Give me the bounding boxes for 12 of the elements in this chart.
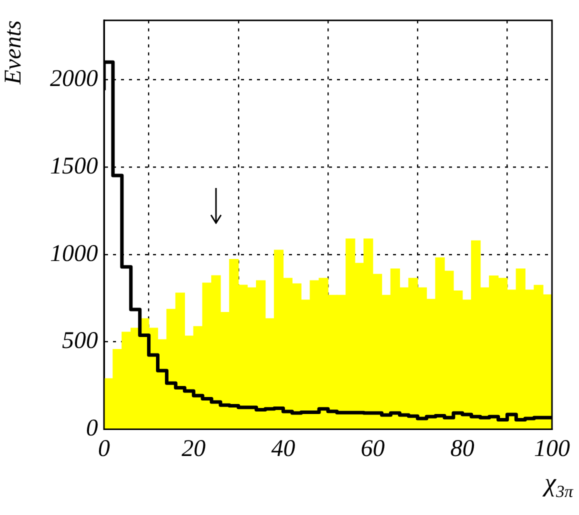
y-axis-title: Events (0, 20, 27, 86)
x-tick-label: 80 (450, 436, 474, 462)
y-tick-label: 500 (62, 328, 98, 354)
x-tick-label: 100 (534, 436, 570, 462)
x-tick-label: 40 (271, 436, 296, 462)
x-tick-label: 60 (360, 436, 385, 462)
y-tick-label: 2000 (50, 66, 98, 92)
x-axis-title: χ$_{3π}$ (544, 468, 573, 502)
y-tick-label: 1000 (50, 240, 98, 267)
x-tick-label: 20 (182, 436, 206, 462)
y-tick-label: 1500 (50, 153, 98, 180)
y-tick-label: 0 (86, 416, 98, 442)
